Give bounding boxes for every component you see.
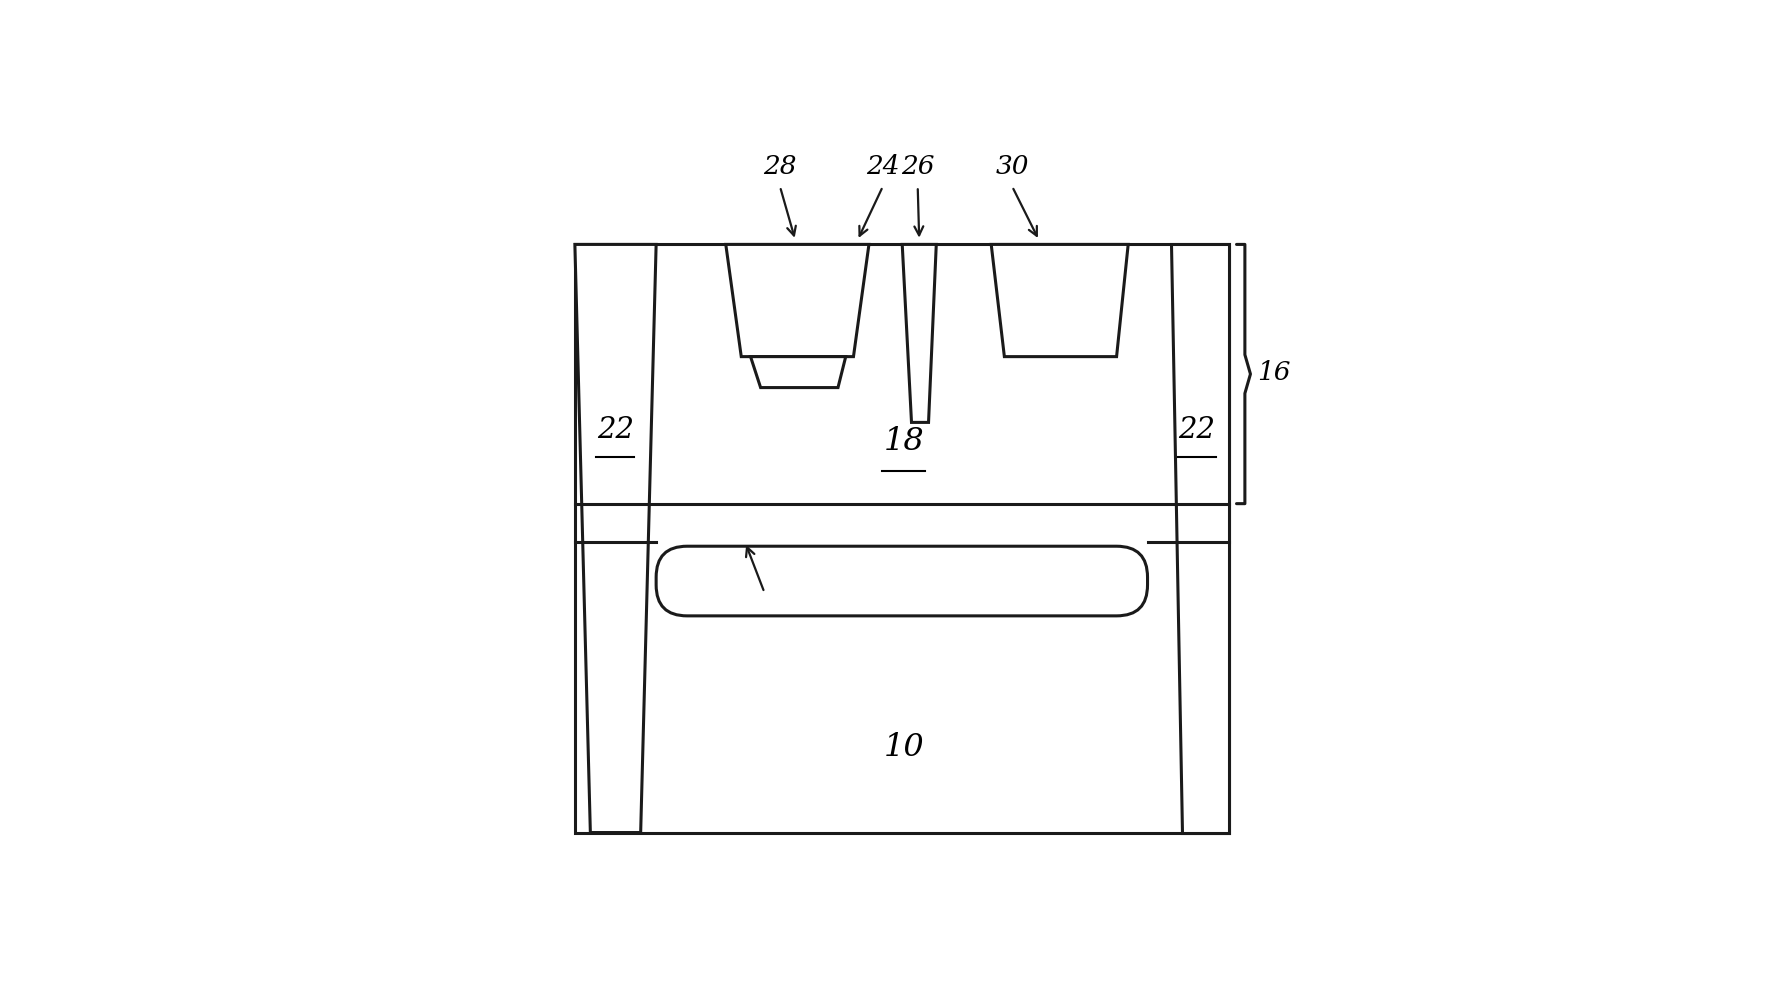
Polygon shape: [726, 244, 870, 357]
Text: 30: 30: [995, 154, 1029, 179]
Text: 18: 18: [884, 426, 924, 457]
Polygon shape: [992, 244, 1128, 357]
Polygon shape: [1171, 244, 1229, 832]
Polygon shape: [751, 357, 847, 388]
Polygon shape: [576, 244, 655, 832]
Text: 28: 28: [763, 154, 797, 179]
Text: 10: 10: [884, 732, 924, 763]
Text: 16: 16: [1257, 360, 1291, 385]
Polygon shape: [901, 244, 937, 422]
Text: 22: 22: [597, 416, 634, 444]
Text: 24: 24: [866, 154, 900, 179]
Bar: [576, 244, 1229, 832]
Text: 12: 12: [747, 584, 781, 609]
Text: 22: 22: [1178, 416, 1215, 444]
FancyBboxPatch shape: [655, 547, 1148, 616]
Text: 26: 26: [901, 154, 935, 179]
